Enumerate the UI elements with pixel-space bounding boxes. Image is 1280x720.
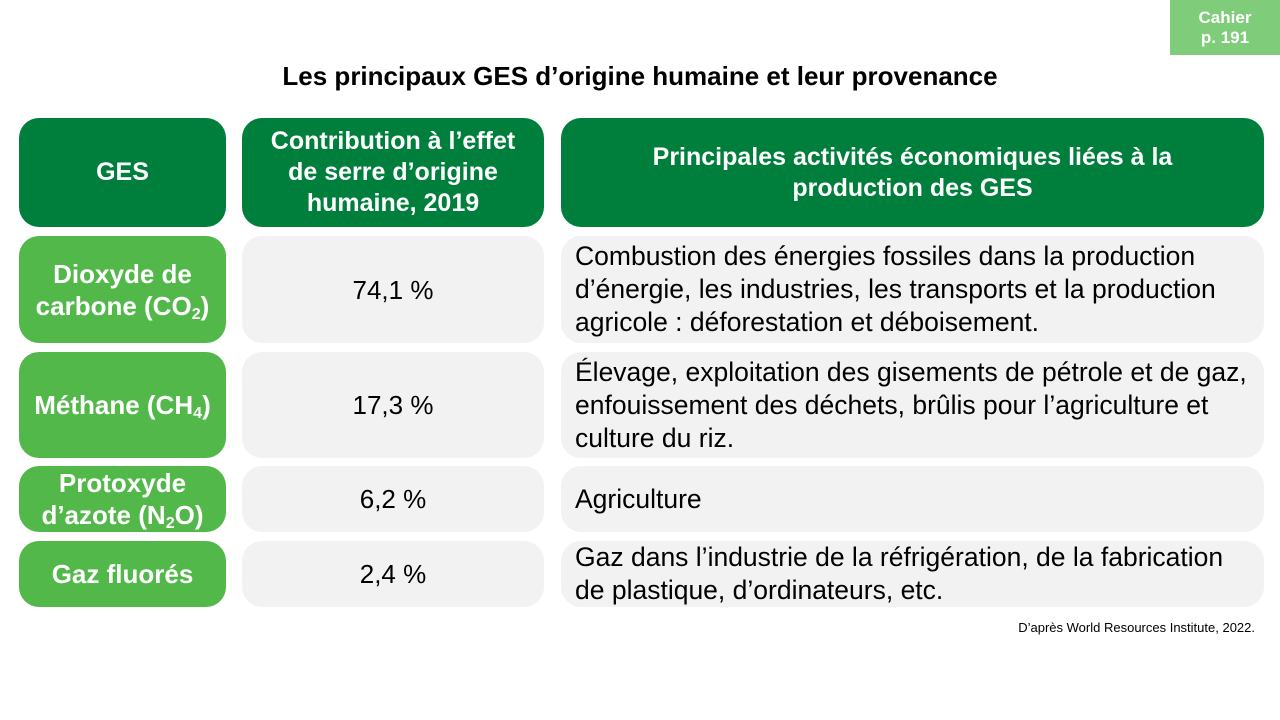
contribution-value-fluorinated: 2,4 %	[242, 541, 544, 607]
header-contribution: Contribution à l’effet de serre d’origin…	[242, 118, 544, 227]
gas-name-fluorinated: Gaz fluorés	[19, 541, 226, 607]
activities-fluorinated: Gaz dans l’industrie de la réfrigération…	[561, 541, 1264, 607]
gas-name-ch4: Méthane (CH4)	[19, 352, 226, 458]
gas-name-co2: Dioxyde de carbone (CO2)	[19, 236, 226, 343]
gas-name-n2o: Protoxyde d’azote (N2O)	[19, 466, 226, 532]
workbook-page-badge: Cahier p. 191	[1170, 0, 1280, 55]
activities-ch4: Élevage, exploitation des gisements de p…	[561, 352, 1264, 458]
contribution-value-co2: 74,1 %	[242, 236, 544, 343]
badge-page: p. 191	[1200, 27, 1250, 47]
badge-label: Cahier	[1198, 7, 1252, 27]
contribution-value-ch4: 17,3 %	[242, 352, 544, 458]
activities-co2: Combustion des énergies fossiles dans la…	[561, 236, 1264, 343]
activities-n2o: Agriculture	[561, 466, 1264, 532]
source-note: D’après World Resources Institute, 2022.	[1018, 620, 1255, 635]
table-title: Les principaux GES d’origine humaine et …	[282, 61, 998, 91]
contribution-value-n2o: 6,2 %	[242, 466, 544, 532]
header-gas: GES	[19, 118, 226, 227]
header-activities: Principales activités économiques liées …	[561, 118, 1264, 227]
